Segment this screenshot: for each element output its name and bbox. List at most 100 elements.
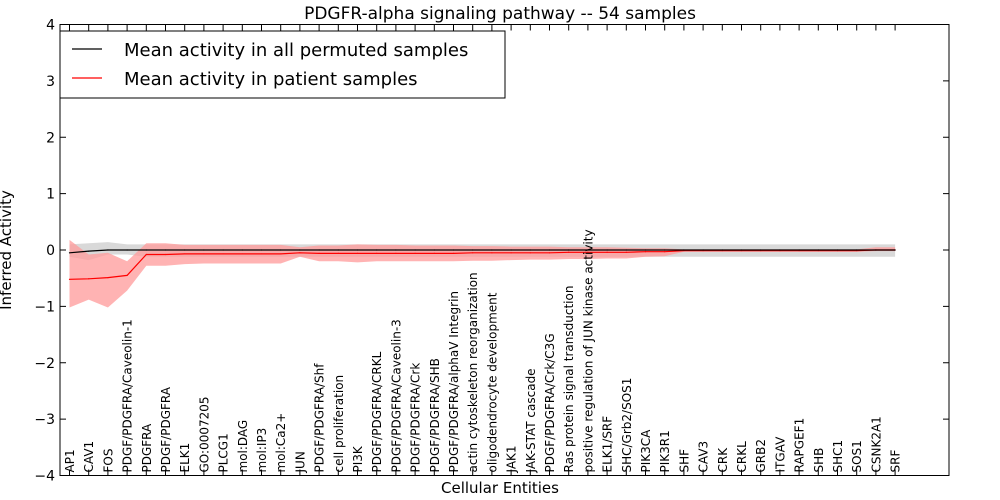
patient-point bbox=[88, 278, 90, 280]
permuted-point bbox=[356, 249, 359, 251]
x-tick-label: actin cytoskeleton reorganization bbox=[466, 272, 480, 472]
x-tick-label: GRB2 bbox=[754, 439, 768, 473]
permuted-point bbox=[241, 249, 243, 251]
permuted-point bbox=[664, 249, 666, 251]
y-tick-label: 3 bbox=[46, 74, 55, 90]
x-tick-label: mol:IP3 bbox=[255, 428, 269, 473]
y-tick-label: 1 bbox=[46, 187, 55, 203]
x-tick-label: PDGF/PDGFRA/CRKL bbox=[370, 351, 384, 472]
legend-label-patient: Mean activity in patient samples bbox=[124, 69, 418, 90]
x-tick-label: AP1 bbox=[63, 449, 77, 472]
confidence-bands bbox=[69, 239, 896, 308]
patient-point bbox=[126, 274, 128, 276]
patient-point bbox=[548, 252, 551, 254]
patient-point bbox=[164, 253, 167, 256]
x-tick-label: PDGFRA bbox=[140, 423, 154, 473]
x-tick-label: cell proliferation bbox=[332, 375, 346, 473]
y-axis-label: Inferred Activity bbox=[0, 190, 15, 310]
x-tick-label: ITGAV bbox=[773, 436, 787, 473]
patient-point bbox=[414, 252, 416, 254]
permuted-point bbox=[299, 249, 301, 251]
x-tick-label: JUN bbox=[293, 451, 307, 473]
permuted-point bbox=[644, 249, 647, 251]
patient-band bbox=[69, 239, 896, 308]
x-tick-label: PDGF/PDGFRA/alphaV Integrin bbox=[447, 291, 461, 473]
x-tick-label: oligodendrocyte development bbox=[485, 292, 499, 472]
permuted-point bbox=[260, 249, 263, 251]
permuted-point bbox=[376, 249, 378, 251]
series-lines bbox=[68, 249, 896, 280]
x-tick-label: RAPGEF1 bbox=[793, 418, 807, 473]
patient-point bbox=[644, 251, 647, 253]
patient-point bbox=[606, 251, 608, 253]
x-tick-label: SHF bbox=[677, 449, 691, 473]
permuted-mean-line bbox=[69, 249, 896, 254]
y-tick-label: 4 bbox=[46, 18, 55, 34]
x-tick-label: CSNK2A1 bbox=[869, 416, 883, 472]
permuted-point bbox=[107, 249, 109, 251]
x-tick-label: JAK-STAT cascade bbox=[524, 368, 538, 473]
permuted-point bbox=[433, 249, 435, 251]
permuted-point bbox=[817, 249, 819, 251]
x-tick-label: JAK1 bbox=[505, 445, 519, 473]
patient-point bbox=[491, 252, 493, 254]
y-tick-label: −3 bbox=[34, 412, 55, 428]
permuted-point bbox=[145, 249, 147, 251]
x-tick-label: PDGF/PDGFRA/Shf bbox=[313, 363, 327, 473]
permuted-point bbox=[318, 249, 320, 251]
x-tick-label: SRF bbox=[889, 450, 903, 473]
patient-point bbox=[222, 253, 224, 255]
permuted-point bbox=[587, 249, 589, 251]
patient-point bbox=[510, 252, 512, 254]
x-tick-label: positive regulation of JUN kinase activi… bbox=[581, 229, 595, 472]
permuted-point bbox=[721, 249, 723, 251]
patient-point bbox=[241, 253, 243, 255]
patient-point bbox=[433, 252, 435, 254]
x-tick-label: CRK bbox=[716, 447, 730, 473]
x-tick-label: PDGF/PDGFRA/Crk bbox=[409, 363, 423, 473]
x-tick-label: CRKL bbox=[735, 441, 749, 473]
permuted-point bbox=[414, 249, 416, 251]
permuted-point bbox=[68, 252, 71, 254]
permuted-point bbox=[760, 249, 762, 251]
x-tick-label: PLCG1 bbox=[217, 433, 231, 472]
patient-point bbox=[184, 253, 186, 255]
x-axis-ticks: AP1 CAV1 FOS PDGF/PDGFRA/Caveolin-1 PDGFRA PD… bbox=[63, 24, 903, 476]
permuted-point bbox=[452, 249, 455, 251]
patient-point bbox=[376, 252, 378, 254]
plot-frame bbox=[59, 24, 950, 476]
patient-point bbox=[587, 251, 589, 253]
permuted-point bbox=[126, 249, 128, 251]
y-axis-ticks: −4 −3 −2 −1 0 1 2 3 4 bbox=[34, 18, 949, 485]
x-tick-label: CAV1 bbox=[82, 441, 96, 473]
x-tick-label: SHC1 bbox=[831, 440, 845, 473]
patient-point bbox=[395, 252, 397, 254]
patient-point bbox=[299, 252, 301, 254]
patient-point bbox=[625, 251, 627, 253]
x-tick-label: mol:DAG bbox=[236, 420, 250, 473]
permuted-point bbox=[836, 249, 839, 251]
permuted-point bbox=[683, 249, 685, 251]
patient-point bbox=[337, 252, 339, 254]
x-tick-label: PDGF/PDGFRA/Caveolin-1 bbox=[121, 319, 135, 472]
x-tick-label: GO:0007205 bbox=[197, 396, 211, 472]
x-tick-label: mol:Ca2+ bbox=[274, 413, 288, 473]
x-tick-label: ELK1/SRF bbox=[601, 416, 615, 473]
x-tick-label: PDGF/PDGFRA/Crk/C3G bbox=[543, 333, 557, 472]
permuted-point bbox=[88, 250, 90, 252]
permuted-point bbox=[472, 249, 474, 251]
permuted-point bbox=[337, 249, 339, 251]
x-tick-label: SHC/Grb2/SOS1 bbox=[620, 378, 634, 473]
x-tick-label: PDGF/PDGFRA/SHB bbox=[428, 358, 442, 472]
y-tick-label: 0 bbox=[46, 243, 55, 259]
patient-point bbox=[280, 253, 282, 255]
permuted-point bbox=[222, 249, 224, 251]
permuted-point bbox=[606, 249, 608, 251]
permuted-point bbox=[856, 249, 858, 251]
patient-point bbox=[107, 277, 109, 279]
patient-point bbox=[318, 252, 320, 254]
permuted-point bbox=[894, 249, 896, 251]
x-tick-label: PDGF/PDGFRA/Caveolin-3 bbox=[389, 319, 403, 472]
x-tick-label: Ras protein signal transduction bbox=[562, 286, 576, 473]
